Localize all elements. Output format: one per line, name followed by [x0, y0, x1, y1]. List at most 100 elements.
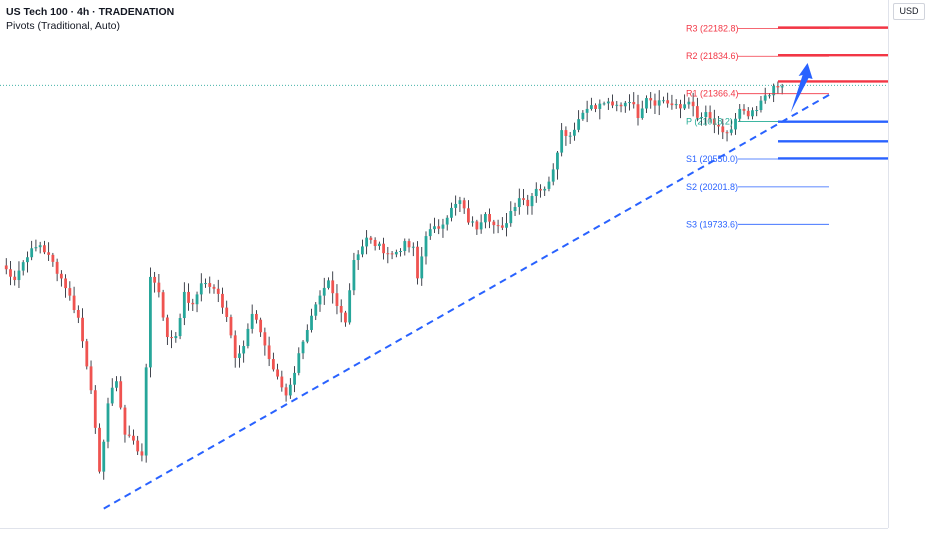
candle-body [585, 108, 589, 113]
candle-body [416, 246, 419, 279]
candle-body [670, 103, 674, 106]
candle-body [271, 359, 275, 370]
candle-body [322, 287, 326, 296]
candle-body [488, 214, 491, 222]
candle-body [229, 316, 233, 336]
candle-body [551, 169, 555, 182]
candle-body [611, 101, 614, 106]
candle-body [127, 434, 131, 436]
candle-body [687, 101, 691, 105]
candle-body [153, 276, 157, 283]
candle-body [458, 200, 462, 204]
candle-body [454, 203, 458, 208]
candle-body [615, 104, 619, 106]
candle-body [221, 293, 224, 308]
candle-body [356, 254, 360, 261]
symbol-title[interactable]: US Tech 100 · 4h · TRADENATION [6, 6, 175, 18]
candle-body [263, 332, 267, 346]
candle-body [394, 251, 398, 255]
axis-labels: 16,000.016,400.016,800.017,200.017,600.0… [7, 6, 932, 546]
candle-body [85, 341, 89, 367]
candle-body [407, 241, 411, 248]
candle-body [26, 257, 29, 263]
candle-body [390, 253, 394, 255]
candle-body [165, 317, 169, 338]
candle-body [373, 239, 377, 247]
candle-body [110, 387, 114, 404]
candle-body [560, 130, 564, 153]
candle-body [191, 302, 195, 305]
candle-body [640, 108, 644, 119]
candle-body [564, 130, 568, 136]
candle-body [598, 103, 602, 109]
candle-body [776, 85, 780, 88]
candle-body [89, 366, 93, 391]
candle-body [496, 225, 500, 227]
candle-body [267, 345, 271, 360]
candle-body [102, 441, 106, 472]
candle-body [250, 313, 254, 329]
price-axis[interactable] [888, 0, 932, 528]
levels: R3 (22182.8) R2 (21834.6) R1 (21366.4) P (2… [0, 23, 888, 510]
candle-body [34, 247, 38, 249]
time-axis[interactable] [0, 528, 888, 551]
pivot-label-r3: R3 (22182.8) [686, 23, 739, 33]
candle-body [479, 222, 483, 230]
candle-body [780, 86, 784, 88]
candle-body [738, 108, 742, 119]
candle-body [530, 196, 534, 207]
candle-body [136, 440, 140, 452]
chart-legend: US Tech 100 · 4h · TRADENATION Pivots (T… [6, 5, 174, 33]
candle-body [361, 246, 364, 255]
candle-body [556, 152, 559, 170]
candle-body [606, 101, 610, 104]
candle-body [403, 241, 407, 252]
candle-body [683, 104, 687, 109]
indicator-label[interactable]: Pivots (Traditional, Auto) [6, 20, 120, 32]
candle-body [759, 100, 763, 111]
candle-body [725, 132, 729, 134]
candle-body [284, 387, 288, 396]
candle-body [636, 104, 640, 119]
pivot-label-p: P (21018.2) [686, 117, 733, 127]
candle-body [43, 245, 46, 253]
candle-body [178, 318, 182, 337]
candle-body [369, 237, 373, 240]
candle-body [64, 278, 67, 289]
candle-body [293, 372, 296, 385]
candle-body [38, 245, 42, 248]
candle-body [653, 100, 657, 106]
candle-body [729, 129, 733, 133]
currency-selector[interactable]: USD [893, 3, 925, 20]
candle-body [144, 367, 148, 456]
candle-body [534, 188, 538, 197]
candle-body [628, 102, 631, 104]
candle-body [492, 221, 496, 226]
candle-body [9, 269, 12, 277]
candle-body [17, 270, 21, 281]
candle-body [577, 119, 581, 130]
candle-body [568, 135, 572, 137]
candle-body [649, 98, 653, 101]
candle-body [352, 260, 356, 291]
candle-body [543, 188, 547, 191]
candle-body [717, 124, 720, 127]
candle-body [106, 403, 110, 442]
candle-body [399, 251, 402, 253]
candle-body [212, 286, 216, 289]
pivot-label-s3: S3 (19733.6) [686, 219, 738, 229]
candle-body [335, 293, 339, 306]
candle-body [170, 337, 173, 339]
candle-body [539, 188, 542, 191]
candle-body [645, 98, 648, 109]
candle-body [734, 118, 737, 130]
candle-body [445, 217, 449, 225]
candle-body [382, 243, 385, 254]
candle-body [301, 341, 305, 354]
candle-body [619, 104, 623, 107]
candle-body [204, 283, 207, 285]
candle-body [462, 200, 466, 209]
candle-body [623, 102, 627, 107]
